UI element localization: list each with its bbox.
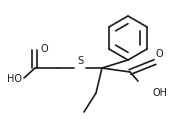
Text: S: S [77,56,83,66]
Text: OH: OH [153,88,168,98]
Text: O: O [41,44,49,54]
Text: O: O [156,49,164,59]
Text: HO: HO [7,74,22,84]
